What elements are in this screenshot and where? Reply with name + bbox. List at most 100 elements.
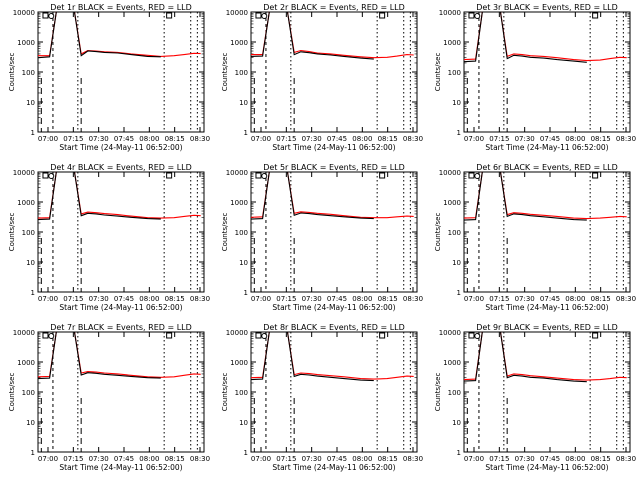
y-tick-label: 10000 [439, 9, 461, 17]
x-tick-label: 07:00 [464, 295, 484, 303]
chart-title: Det 7r BLACK = Events, RED = LLD [50, 323, 192, 332]
symbol-square [379, 332, 386, 339]
y-tick-label: 10 [26, 259, 35, 267]
y-axis-label: Counts/sec [221, 213, 229, 252]
series-black-line [37, 171, 161, 221]
series-red-line [250, 171, 414, 219]
symbol-circle [261, 173, 268, 179]
plot-frame [463, 171, 631, 293]
x-axis-label: Start Time (24-May-11 06:52:00) [485, 463, 608, 472]
series-red-line [463, 171, 627, 220]
x-axis-label: Start Time (24-May-11 06:52:00) [59, 143, 182, 152]
x-tick-label: 08:15 [591, 135, 611, 143]
symbol-square [166, 12, 173, 19]
y-tick-label: 1 [457, 449, 461, 457]
y-tick-label: 10000 [226, 169, 248, 177]
y-tick-label: 10 [239, 419, 248, 427]
y-tick-label: 100 [448, 389, 461, 397]
x-tick-label: 07:15 [276, 295, 296, 303]
symbol-square [166, 172, 173, 179]
symbol-square [468, 332, 475, 339]
x-tick-label: 08:15 [378, 295, 398, 303]
x-tick-label: 08:30 [403, 135, 423, 143]
x-tick-label: 08:30 [190, 135, 210, 143]
chart-panel-8: Det 8r BLACK = Events, RED = LLD 1 10 100 10… [221, 323, 423, 472]
symbol-square [255, 172, 262, 179]
x-tick-label: 07:15 [276, 135, 296, 143]
plot-frame [37, 171, 205, 293]
y-axis-label: Counts/sec [434, 213, 442, 252]
symbol-circle [48, 333, 55, 339]
symbol-square [379, 12, 386, 19]
symbol-square [592, 332, 599, 339]
series-black-line [250, 171, 374, 220]
x-tick-label: 07:30 [302, 295, 322, 303]
x-tick-label: 08:15 [165, 135, 185, 143]
x-tick-label: 07:45 [114, 455, 134, 463]
y-axis-label: Counts/sec [221, 373, 229, 412]
series-red-line [251, 11, 414, 59]
y-tick-label: 10 [452, 99, 461, 107]
plot-frame [37, 11, 205, 133]
symbol-square [255, 332, 262, 339]
chart-title: Det 1r BLACK = Events, RED = LLD [50, 3, 192, 12]
y-axis-label: Counts/sec [8, 213, 16, 252]
y-tick-label: 100 [448, 229, 461, 237]
chart-title: Det 2r BLACK = Events, RED = LLD [263, 3, 405, 12]
x-tick-label: 08:30 [403, 295, 423, 303]
x-tick-label: 07:15 [489, 135, 509, 143]
chart-panel-2: Det 2r BLACK = Events, RED = LLD 1 10 100 10… [221, 3, 423, 152]
x-tick-label: 08:30 [190, 455, 210, 463]
chart-panel-4: Det 4r BLACK = Events, RED = LLD 1 10 100 10… [8, 163, 210, 312]
series-red-line [463, 11, 627, 62]
y-tick-label: 1 [31, 289, 35, 297]
y-tick-label: 100 [235, 69, 248, 77]
plot-frame [463, 11, 631, 133]
x-tick-label: 08:15 [378, 455, 398, 463]
x-axis-label: Start Time (24-May-11 06:52:00) [272, 463, 395, 472]
y-axis-label: Counts/sec [8, 53, 16, 92]
y-tick-label: 10 [452, 419, 461, 427]
x-tick-label: 08:15 [591, 295, 611, 303]
x-tick-label: 07:45 [114, 295, 134, 303]
x-tick-label: 07:30 [89, 455, 109, 463]
y-tick-label: 1 [31, 129, 35, 137]
x-tick-label: 07:00 [251, 455, 271, 463]
x-tick-label: 08:15 [591, 455, 611, 463]
y-axis-label: Counts/sec [8, 373, 16, 412]
x-axis-label: Start Time (24-May-11 06:52:00) [485, 303, 608, 312]
x-tick-label: 08:15 [165, 295, 185, 303]
x-axis-label: Start Time (24-May-11 06:52:00) [272, 143, 395, 152]
symbol-square [379, 172, 386, 179]
x-tick-label: 07:45 [540, 455, 560, 463]
x-tick-label: 08:30 [616, 455, 636, 463]
y-tick-label: 100 [448, 69, 461, 77]
x-tick-label: 08:00 [139, 135, 159, 143]
y-tick-label: 1000 [443, 39, 461, 47]
symbol-square [592, 12, 599, 19]
x-tick-label: 07:00 [464, 455, 484, 463]
chart-panel-7: Det 7r BLACK = Events, RED = LLD 1 10 100 10… [8, 323, 210, 472]
y-tick-label: 1000 [443, 199, 461, 207]
chart-panel-5: Det 5r BLACK = Events, RED = LLD 1 10 100 10… [221, 163, 423, 312]
chart-panel-6: Det 6r BLACK = Events, RED = LLD 1 10 100 10… [434, 163, 636, 312]
x-tick-label: 07:45 [327, 455, 347, 463]
x-tick-label: 07:30 [515, 295, 535, 303]
y-tick-label: 10 [239, 99, 248, 107]
symbol-circle [474, 333, 481, 339]
x-tick-label: 07:45 [540, 295, 560, 303]
x-tick-label: 07:30 [89, 295, 109, 303]
y-tick-label: 10 [26, 419, 35, 427]
y-tick-label: 1 [31, 449, 35, 457]
y-tick-label: 1000 [230, 199, 248, 207]
plot-frame [250, 171, 418, 293]
y-tick-label: 1000 [17, 39, 35, 47]
chart-title: Det 3r BLACK = Events, RED = LLD [476, 3, 618, 12]
series-black-line [250, 331, 374, 382]
x-tick-label: 08:00 [352, 455, 372, 463]
x-axis-label: Start Time (24-May-11 06:52:00) [59, 463, 182, 472]
y-tick-label: 10 [239, 259, 248, 267]
x-tick-label: 08:15 [378, 135, 398, 143]
y-tick-label: 100 [22, 69, 35, 77]
plot-frame [463, 331, 631, 453]
